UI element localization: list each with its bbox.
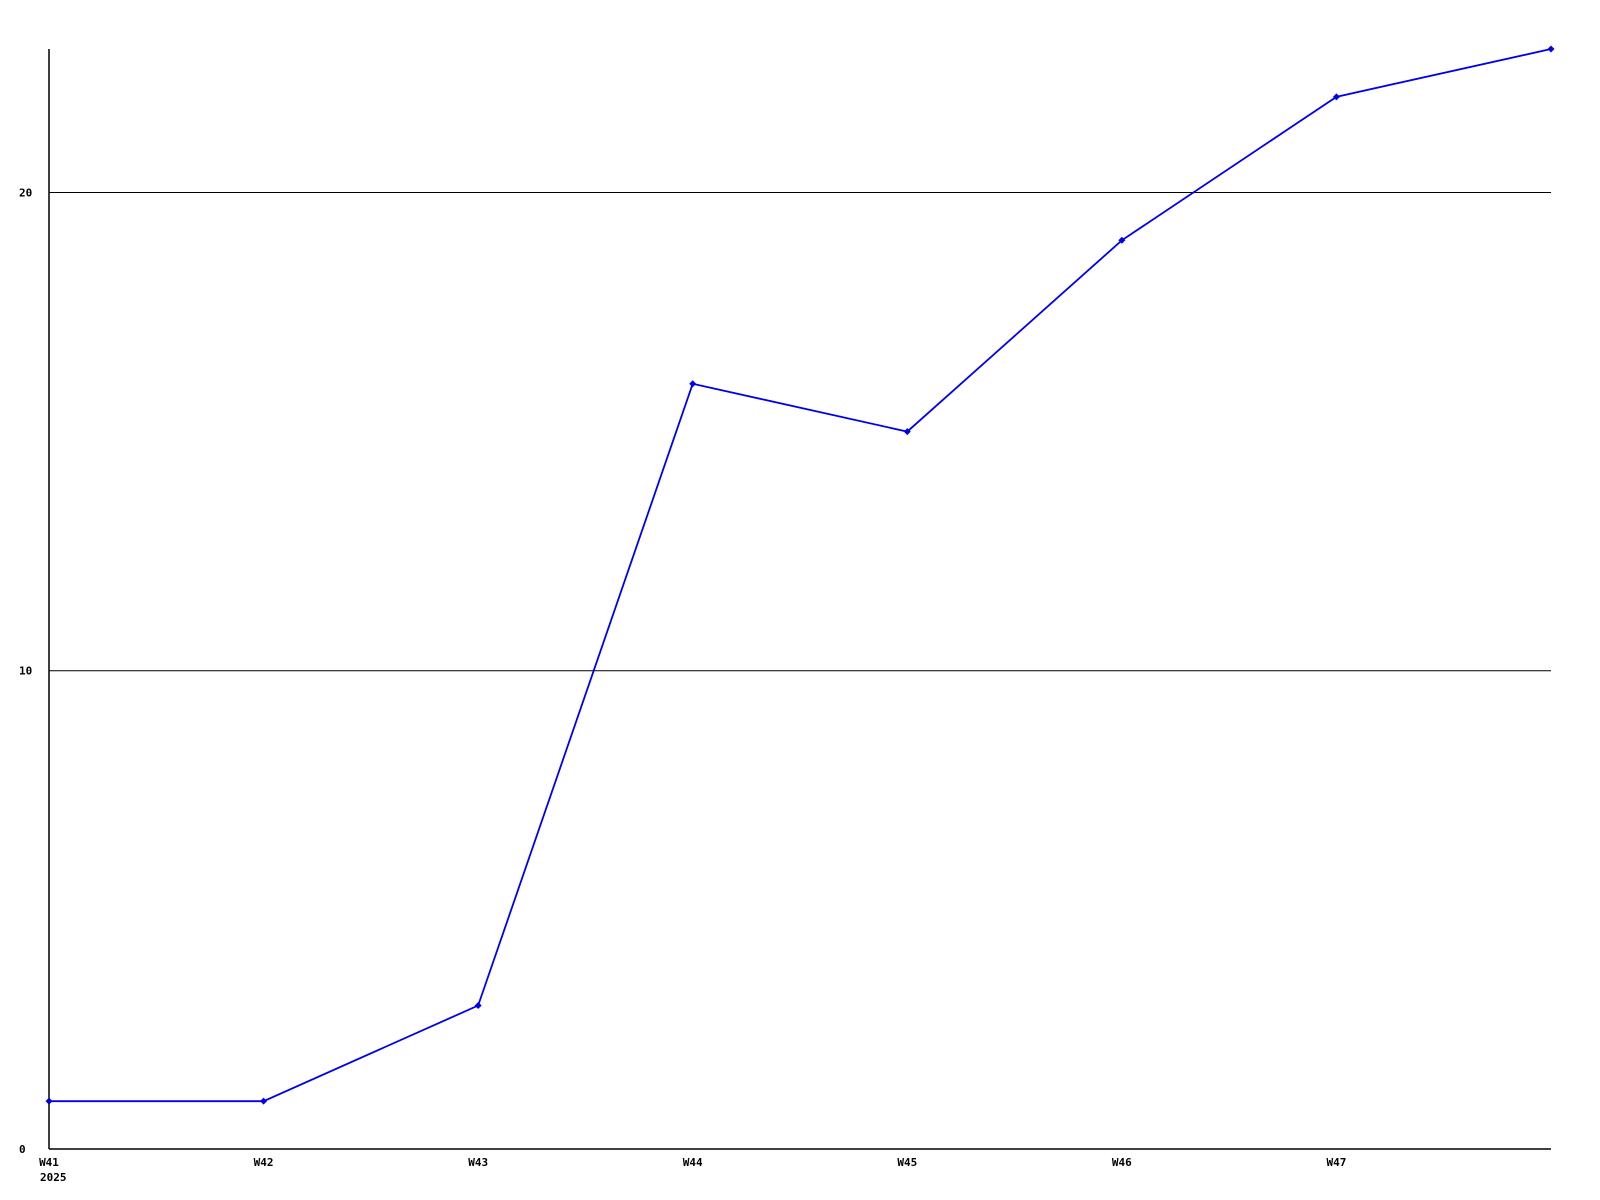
y-tick-label-20: 20 xyxy=(19,186,32,199)
data-point-marker xyxy=(260,1097,268,1105)
x-tick-label-W41: W41 xyxy=(39,1156,59,1169)
x-tick-label-W47: W47 xyxy=(1326,1156,1346,1169)
x-tick-label-W45: W45 xyxy=(897,1156,917,1169)
x-tick-label-W46: W46 xyxy=(1112,1156,1132,1169)
data-point-marker xyxy=(1547,45,1555,53)
data-point-marker xyxy=(1118,236,1126,244)
y-tick-label-10: 10 xyxy=(19,665,32,678)
data-line xyxy=(49,48,1552,1103)
data-point-marker xyxy=(903,428,911,436)
x-axis-year-label: 2025 xyxy=(40,1171,67,1184)
y-tick-label-0: 0 xyxy=(19,1143,26,1156)
data-point-marker xyxy=(1332,93,1340,101)
data-point-marker xyxy=(689,380,697,388)
x-tick-label-W42: W42 xyxy=(254,1156,274,1169)
x-tick-label-W43: W43 xyxy=(468,1156,488,1169)
data-point-marker xyxy=(474,1002,482,1010)
x-tick-label-W44: W44 xyxy=(683,1156,703,1169)
data-point-marker xyxy=(45,1097,53,1105)
